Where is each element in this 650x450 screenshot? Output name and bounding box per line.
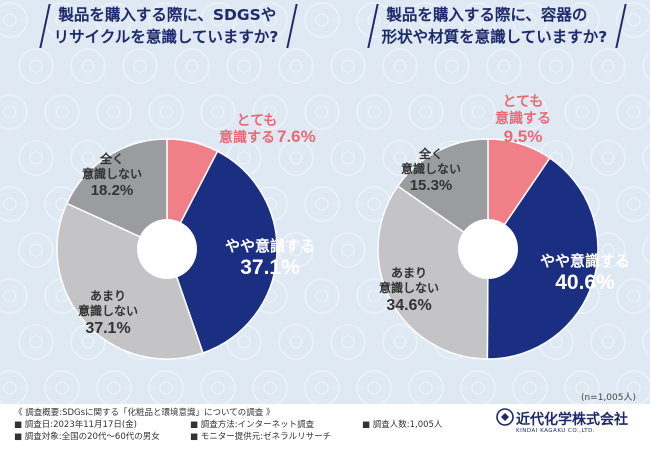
pie1-label-2-line-1: やや意識する: [225, 237, 315, 255]
pie1-label-3-line-1: あまり: [90, 289, 126, 303]
survey-overview: 《 調査概要:SDGsに関する「化粧品と環境意識」についての調査 》: [14, 408, 275, 418]
survey-method: ■ 調査方法:インターネット調査: [190, 420, 315, 430]
pie1-value-4: 18.2%: [91, 182, 134, 199]
pie1-slice-3: [56, 202, 204, 360]
pie2-value-1: 9.5%: [504, 127, 543, 146]
pie1-label-4-line-1: 全く: [99, 151, 124, 166]
pie2-slice-2: [486, 156, 599, 360]
pie1-value-2: 37.1%: [240, 256, 300, 279]
pie2-value-3: 34.6%: [386, 297, 431, 314]
pie2-value-2: 40.6%: [555, 271, 615, 294]
pie2-slice-4: [396, 138, 489, 251]
pie2-label-2-line-1: やや意識する: [540, 252, 630, 270]
survey-provider: ■ モニター提供元:ゼネラルリサーチ: [190, 432, 332, 442]
footer: 《 調査概要:SDGsに関する「化粧品と環境意識」についての調査 》 ■ 調査日…: [0, 404, 650, 450]
pie2-label-4-line-2: 意識しない: [401, 161, 461, 176]
pie2-slice-3: [377, 184, 489, 360]
pie1-label-3-line-2: 意識しない: [78, 303, 138, 318]
brand-logo-icon: [496, 408, 514, 426]
pie2-label-3-line-2: 意識しない: [379, 280, 439, 295]
pie1-slice-4: [65, 138, 168, 251]
pie1-center-hole: [137, 219, 197, 279]
pie1-slice-2: [166, 150, 278, 354]
survey-count: ■ 調査人数:1,005人: [362, 420, 443, 430]
pie1-value-1: 7.6%: [277, 127, 316, 146]
brand-sub: KINDAI KAGAKU CO.,LTD.: [516, 428, 596, 434]
pie2-label-4-line-1: 全く: [418, 146, 443, 161]
pie2-label-1-line-1: とても: [503, 94, 544, 110]
pie2-label-1-line-2: 意識する: [495, 110, 551, 127]
pie1-value-3: 37.1%: [85, 320, 130, 337]
pie2-value-4: 15.3%: [410, 177, 453, 194]
pie1-label-1-line-1: とても: [237, 113, 278, 129]
pie2-label-3-line-1: あまり: [391, 266, 427, 280]
pie2-center-hole: [458, 219, 518, 279]
pie1-label-4-line-2: 意識しない: [82, 166, 142, 181]
pie1-label-1-line-2: 意識する: [219, 129, 275, 146]
sample-size-note: (n=1,005人): [580, 393, 636, 403]
survey-target: ■ 調査対象:全国の20代〜60代の男女: [14, 432, 160, 442]
survey-date: ■ 調査日:2023年11月17日(金): [14, 420, 137, 430]
brand-name: 近代化学株式会社: [516, 412, 628, 428]
